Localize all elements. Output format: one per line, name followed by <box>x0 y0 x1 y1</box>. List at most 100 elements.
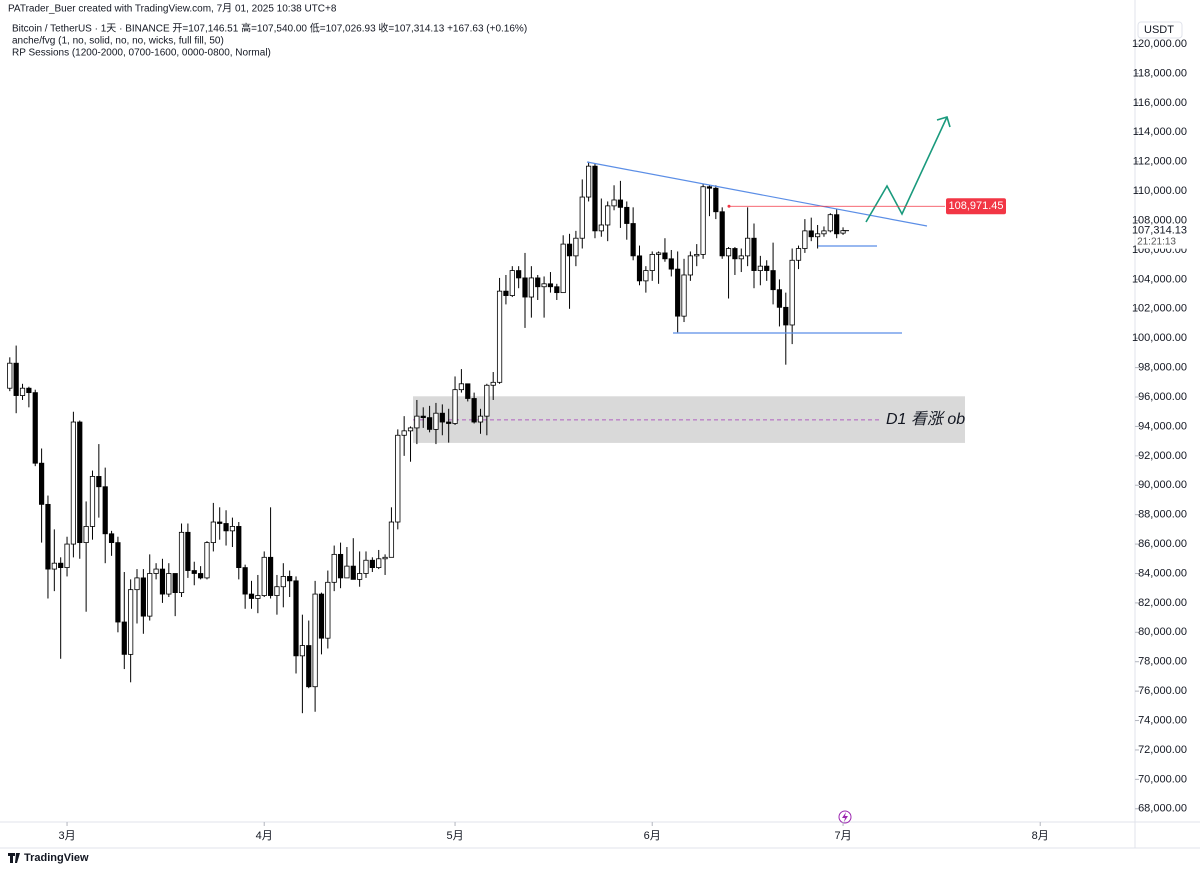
currency: USDT <box>1144 24 1174 36</box>
candle-body <box>655 252 662 255</box>
y-tick-label: 76,000.00 <box>1138 685 1187 697</box>
candle-body <box>102 486 108 535</box>
candle-body <box>541 283 547 288</box>
y-tick-label: 80,000.00 <box>1138 626 1187 638</box>
candle-body <box>636 255 643 282</box>
candle-body <box>738 255 744 260</box>
candle-body <box>51 562 57 570</box>
candle-body <box>229 526 236 532</box>
candle-body <box>694 253 700 257</box>
candle-body <box>834 214 840 235</box>
candle-body <box>643 270 649 282</box>
y-tick-label: 116,000.00 <box>1133 97 1187 109</box>
candle-body <box>776 289 783 308</box>
candle-body <box>535 277 541 288</box>
candle-body <box>344 565 350 579</box>
candle-body <box>827 214 833 232</box>
candle-body <box>452 389 458 424</box>
candle-body <box>490 381 496 386</box>
candle-body <box>560 243 566 294</box>
candle-body <box>121 621 127 655</box>
event-icon[interactable] <box>838 810 852 824</box>
candle-body <box>496 290 503 383</box>
y-tick-label: 88,000.00 <box>1138 509 1187 521</box>
candle-body <box>751 237 757 271</box>
y-tick-label: 90,000.00 <box>1138 479 1187 491</box>
y-tick-label: 68,000.00 <box>1138 803 1187 815</box>
candle-body <box>191 570 197 574</box>
candle-body <box>153 568 159 574</box>
x-tick-label: 4月 <box>256 830 273 842</box>
candle-body <box>287 576 293 582</box>
candle-body <box>471 398 477 423</box>
candle-body <box>458 383 465 391</box>
y-tick-label: 72,000.00 <box>1138 744 1187 756</box>
candle-body <box>509 270 515 296</box>
y-tick-label: 96,000.00 <box>1138 391 1187 403</box>
price-box <box>1136 224 1200 249</box>
candle-body <box>236 526 242 569</box>
alert-label: 108,971.45 <box>948 200 1003 212</box>
candle-body <box>204 542 210 579</box>
x-tick-label: 5月 <box>446 830 463 842</box>
candle-body <box>401 430 407 436</box>
brand-logo <box>8 853 20 863</box>
candle-body <box>592 165 598 232</box>
candle-body <box>83 526 89 544</box>
y-tick-label: 84,000.00 <box>1138 567 1187 579</box>
candle-body <box>134 577 140 591</box>
candle-body <box>745 237 751 257</box>
candle-body <box>13 362 19 396</box>
candle-body <box>407 427 414 432</box>
candle-body <box>7 362 13 389</box>
candle-body <box>611 199 617 207</box>
y-tick-label: 100,000.00 <box>1132 332 1187 344</box>
candle-body <box>77 421 83 544</box>
candle-body <box>223 523 229 532</box>
candle-body <box>427 417 433 430</box>
x-tick-label: 6月 <box>644 830 661 842</box>
candle-body <box>210 521 216 544</box>
y-tick-label: 118,000.00 <box>1133 67 1187 79</box>
candle-body <box>293 580 299 657</box>
candle-body <box>815 233 821 238</box>
candle-body <box>783 306 789 326</box>
candle-body <box>96 476 102 488</box>
candle-body <box>789 259 795 326</box>
y-tick-label: 98,000.00 <box>1138 362 1187 374</box>
candle-body <box>605 205 611 226</box>
candle-body <box>89 476 96 527</box>
y-tick-label: 102,000.00 <box>1132 303 1187 315</box>
y-tick-label: 82,000.00 <box>1138 597 1187 609</box>
alert-box <box>946 198 1006 215</box>
event-icon-bolt <box>842 812 848 822</box>
candle-body <box>624 206 630 224</box>
alert-dot <box>727 204 731 208</box>
candle-body <box>808 230 814 238</box>
candle-body <box>732 248 738 260</box>
candle-body <box>757 265 763 271</box>
candle-body <box>337 553 344 579</box>
x-tick-label: 3月 <box>58 830 75 842</box>
candle-body <box>318 593 325 639</box>
candle-body <box>363 559 369 574</box>
candle-body <box>795 248 802 261</box>
candle-body <box>58 562 64 569</box>
y-tick-label: 110,000.00 <box>1133 185 1187 197</box>
candle-body <box>598 224 604 232</box>
candle-body <box>764 265 770 271</box>
candle-body <box>128 589 134 655</box>
candle-body <box>19 387 26 396</box>
candle-body <box>395 434 401 523</box>
candle-body <box>325 581 331 639</box>
candle-body <box>573 237 579 257</box>
legend-line: Bitcoin / TetherUS · 1天 · BINANCE 开=107,… <box>12 22 527 35</box>
candle-body <box>586 165 592 198</box>
candle-body <box>649 253 655 271</box>
candle-body <box>306 645 312 688</box>
candle-body <box>713 187 719 213</box>
candle-body <box>299 645 305 657</box>
candle-body <box>166 573 172 595</box>
x-tick-label: 8月 <box>1032 830 1049 842</box>
price-label: 107,314.13 <box>1132 225 1187 237</box>
